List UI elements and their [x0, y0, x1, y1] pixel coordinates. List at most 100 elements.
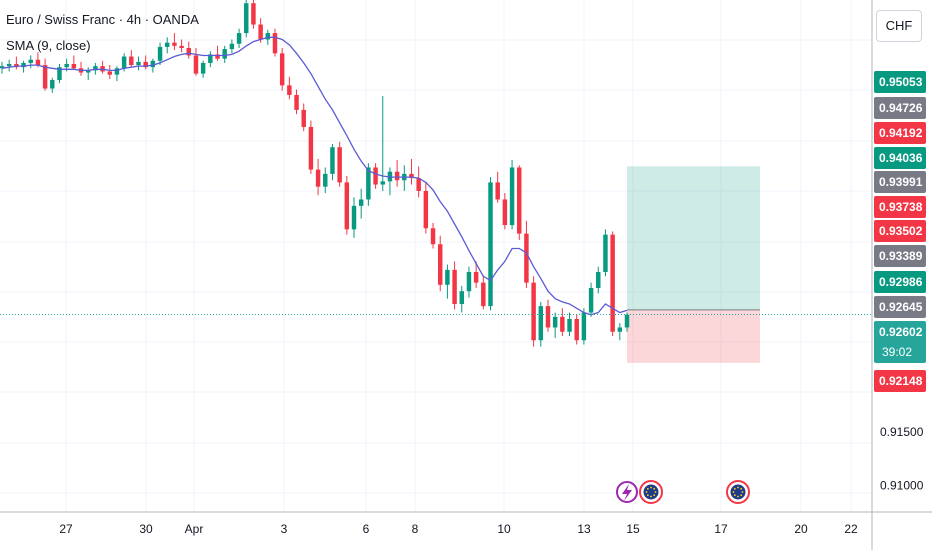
candle	[588, 282, 594, 317]
candle-body	[509, 167, 515, 226]
candle-body	[488, 182, 493, 307]
x-tick-label: 15	[626, 522, 640, 536]
indicator-legend[interactable]: SMA (9, close)	[6, 38, 91, 53]
y-tick-label: 0.91000	[880, 478, 924, 492]
candle-body	[531, 282, 536, 341]
candle	[50, 77, 55, 93]
price-badge: 0.93502	[874, 220, 926, 242]
price-badge: 0.95053	[874, 71, 926, 93]
candle	[402, 165, 407, 191]
candle	[236, 28, 242, 48]
candle	[186, 41, 192, 59]
price-badge-text: 0.94036	[879, 151, 923, 165]
event-markers[interactable]	[616, 480, 750, 504]
price-badge-text: 0.93991	[879, 175, 923, 189]
candle-body	[50, 80, 55, 89]
candle-body	[588, 288, 594, 313]
candle-body	[337, 147, 342, 183]
candle-body	[107, 71, 112, 75]
candle-body	[524, 233, 529, 283]
candle-body	[495, 182, 500, 200]
candle-body	[315, 169, 321, 187]
candle-body	[265, 33, 271, 40]
x-tick-label: 10	[497, 522, 511, 536]
candle-body	[445, 269, 450, 285]
candle-body	[308, 126, 314, 170]
y-tick-label: 0.91500	[880, 425, 924, 439]
candle	[481, 275, 486, 310]
candle-body	[42, 65, 48, 89]
candle-body	[258, 24, 263, 40]
price-badge-text: 0.92148	[879, 374, 923, 388]
candle-body	[452, 269, 457, 304]
price-badge-text: 0.92602	[879, 325, 923, 339]
x-tick-label: 17	[714, 522, 728, 536]
candle	[560, 308, 565, 336]
candle-body	[473, 272, 479, 283]
candle	[114, 66, 120, 82]
candle	[581, 308, 587, 345]
candle	[596, 266, 601, 294]
price-badge: 0.92148	[874, 370, 926, 392]
candle-body	[538, 306, 544, 341]
candle	[524, 220, 529, 288]
candle	[28, 55, 33, 69]
candle-body	[215, 54, 220, 59]
price-badge: 0.92986	[874, 271, 926, 293]
candle-body	[165, 42, 170, 47]
candle	[409, 158, 414, 185]
price-badge-text: 0.92645	[879, 300, 923, 314]
price-badge: 0.94036	[874, 147, 926, 169]
lightning-event-icon	[616, 481, 638, 503]
candle-body	[200, 62, 206, 74]
candle-body	[0, 66, 5, 69]
candle	[617, 323, 623, 341]
candle	[452, 261, 457, 310]
candle	[6, 59, 12, 72]
candle	[42, 58, 48, 91]
candle	[502, 193, 508, 230]
candle-body	[517, 167, 522, 234]
candle	[337, 141, 342, 187]
candle	[323, 167, 328, 194]
candle-body	[114, 68, 120, 75]
candle-body	[617, 327, 623, 332]
candle-body	[603, 234, 608, 272]
x-tick-label: Apr	[185, 522, 204, 536]
x-tick-label: 3	[281, 522, 288, 536]
candle-body	[172, 42, 177, 46]
x-tick-label: 8	[412, 522, 419, 536]
symbol-title: Euro / Swiss Franc · 4h · OANDA	[6, 12, 199, 27]
candle	[308, 120, 314, 174]
candle	[416, 166, 421, 198]
candle	[287, 76, 292, 100]
candle	[624, 312, 630, 332]
candle-body	[394, 171, 400, 181]
candle-body	[193, 55, 199, 74]
candle-body	[229, 43, 235, 50]
candle	[495, 171, 500, 203]
price-badge-bg	[874, 71, 926, 93]
price-badge-text: 0.94726	[879, 101, 923, 115]
price-badge: 0.93991	[874, 171, 926, 193]
candle	[244, 0, 249, 38]
candle-body	[373, 167, 378, 185]
candle-body	[186, 48, 192, 56]
candle	[229, 39, 235, 54]
candle	[222, 45, 227, 63]
candle	[466, 266, 472, 298]
currency-button[interactable]: CHF	[876, 10, 922, 42]
candle-body	[157, 46, 163, 61]
position-tool[interactable]	[627, 166, 760, 363]
candle	[603, 229, 608, 277]
countdown-text: 39:02	[882, 345, 912, 359]
candle-body	[545, 306, 551, 328]
candle	[380, 96, 385, 191]
candle	[165, 37, 170, 54]
candle-body	[459, 291, 464, 304]
candle-body	[93, 66, 98, 71]
price-badge-bg	[874, 122, 926, 144]
